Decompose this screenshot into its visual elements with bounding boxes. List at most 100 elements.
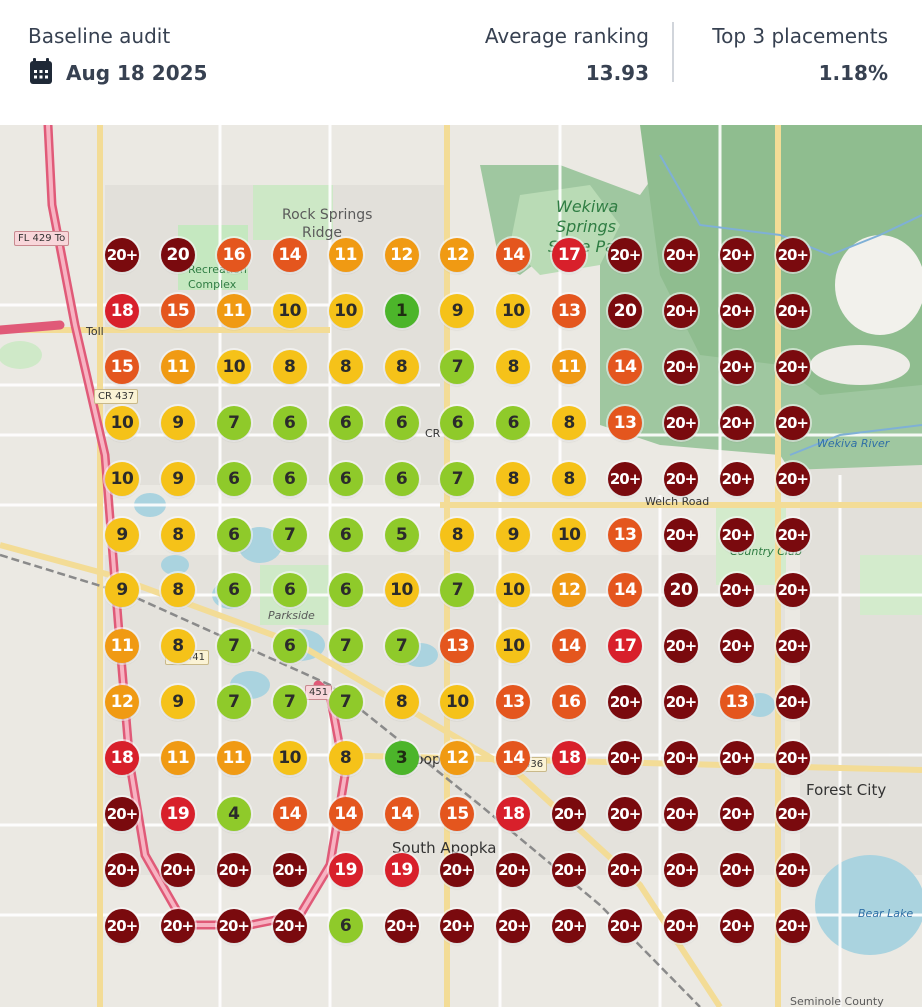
ranking-pin[interactable]: 20+ (608, 685, 643, 720)
ranking-pin[interactable]: 7 (384, 629, 419, 664)
ranking-pin[interactable]: 20+ (440, 852, 475, 887)
ranking-pin[interactable]: 20+ (719, 908, 754, 943)
ranking-pin[interactable]: 20+ (105, 908, 139, 943)
ranking-pin[interactable]: 20+ (664, 349, 698, 384)
ranking-pin[interactable]: 20+ (775, 293, 810, 328)
ranking-pin[interactable]: 11 (216, 741, 251, 776)
ranking-pin[interactable]: 20+ (664, 741, 698, 776)
ranking-pin[interactable]: 14 (272, 238, 307, 272)
ranking-pin[interactable]: 3 (384, 741, 419, 776)
ranking-pin[interactable]: 20+ (775, 685, 810, 720)
ranking-pin[interactable]: 20+ (552, 797, 587, 831)
ranking-pin[interactable]: 20+ (608, 238, 643, 272)
ranking-pin[interactable]: 19 (160, 797, 195, 831)
ranking-pin[interactable]: 6 (384, 461, 419, 496)
ranking-pin[interactable]: 6 (272, 405, 307, 440)
ranking-pin[interactable]: 10 (440, 685, 475, 720)
ranking-pin[interactable]: 8 (496, 349, 531, 384)
ranking-pin[interactable]: 12 (440, 741, 475, 776)
ranking-pin[interactable]: 20+ (105, 797, 139, 831)
ranking-pin[interactable]: 20+ (664, 908, 698, 943)
ranking-pin[interactable]: 20+ (216, 908, 251, 943)
ranking-pin[interactable]: 8 (328, 349, 363, 384)
ranking-pin[interactable]: 15 (440, 797, 475, 831)
ranking-pin[interactable]: 20+ (775, 349, 810, 384)
ranking-pin[interactable]: 9 (440, 293, 475, 328)
ranking-pin[interactable]: 20+ (775, 797, 810, 831)
ranking-pin[interactable]: 11 (160, 741, 195, 776)
ranking-pin[interactable]: 20 (160, 238, 195, 272)
ranking-pin[interactable]: 11 (160, 349, 195, 384)
ranking-pin[interactable]: 20+ (105, 852, 139, 887)
ranking-pin[interactable]: 20+ (160, 852, 195, 887)
ranking-pin[interactable]: 15 (105, 349, 139, 384)
ranking-pin[interactable]: 8 (384, 685, 419, 720)
ranking-pin[interactable]: 6 (328, 908, 363, 943)
ranking-pin[interactable]: 13 (608, 405, 643, 440)
ranking-pin[interactable]: 6 (216, 517, 251, 552)
ranking-pin[interactable]: 9 (105, 573, 139, 608)
ranking-pin[interactable]: 8 (552, 461, 587, 496)
ranking-pin[interactable]: 20+ (552, 908, 587, 943)
ranking-pin[interactable]: 10 (105, 405, 139, 440)
ranking-pin[interactable]: 20+ (775, 852, 810, 887)
ranking-pin[interactable]: 7 (272, 685, 307, 720)
ranking-pin[interactable]: 19 (328, 852, 363, 887)
ranking-pin[interactable]: 14 (384, 797, 419, 831)
ranking-pin[interactable]: 20+ (608, 461, 643, 496)
ranking-pin[interactable]: 7 (440, 349, 475, 384)
ranking-pin[interactable]: 20+ (775, 908, 810, 943)
ranking-pin[interactable]: 20+ (160, 908, 195, 943)
ranking-pin[interactable]: 10 (328, 293, 363, 328)
ranking-pin[interactable]: 18 (105, 293, 139, 328)
ranking-pin[interactable]: 9 (160, 461, 195, 496)
ranking-pin[interactable]: 10 (552, 517, 587, 552)
ranking-pin[interactable]: 13 (719, 685, 754, 720)
ranking-pin[interactable]: 20+ (664, 629, 698, 664)
ranking-pin[interactable]: 8 (160, 573, 195, 608)
ranking-pin[interactable]: 10 (216, 349, 251, 384)
ranking-pin[interactable]: 14 (496, 238, 531, 272)
ranking-pin[interactable]: 8 (440, 517, 475, 552)
ranking-pin[interactable]: 9 (160, 405, 195, 440)
ranking-pin[interactable]: 9 (160, 685, 195, 720)
ranking-pin[interactable]: 4 (216, 797, 251, 831)
ranking-pin[interactable]: 20+ (216, 852, 251, 887)
ranking-pin[interactable]: 20+ (664, 685, 698, 720)
ranking-pin[interactable]: 18 (552, 741, 587, 776)
ranking-pin[interactable]: 7 (328, 685, 363, 720)
ranking-pin[interactable]: 20+ (719, 461, 754, 496)
ranking-pin[interactable]: 20+ (608, 741, 643, 776)
ranking-pin[interactable]: 20+ (384, 908, 419, 943)
ranking-pin[interactable]: 5 (384, 517, 419, 552)
ranking-pin[interactable]: 6 (328, 405, 363, 440)
ranking-map[interactable]: Rock Springs Ridge Wekiwa Springs State … (0, 125, 922, 1007)
ranking-pin[interactable]: 14 (272, 797, 307, 831)
ranking-pin[interactable]: 20+ (664, 461, 698, 496)
ranking-pin[interactable]: 20+ (664, 517, 698, 552)
ranking-pin[interactable]: 20 (664, 573, 698, 608)
ranking-pin[interactable]: 9 (496, 517, 531, 552)
ranking-pin[interactable]: 6 (272, 629, 307, 664)
ranking-pin[interactable]: 14 (552, 629, 587, 664)
ranking-pin[interactable]: 10 (384, 573, 419, 608)
ranking-pin[interactable]: 7 (328, 629, 363, 664)
ranking-pin[interactable]: 20+ (719, 797, 754, 831)
ranking-pin[interactable]: 6 (496, 405, 531, 440)
ranking-pin[interactable]: 20+ (552, 852, 587, 887)
ranking-pin[interactable]: 7 (216, 405, 251, 440)
ranking-pin[interactable]: 8 (160, 629, 195, 664)
ranking-pin[interactable]: 20+ (719, 517, 754, 552)
ranking-pin[interactable]: 10 (272, 293, 307, 328)
ranking-pin[interactable]: 13 (440, 629, 475, 664)
ranking-pin[interactable]: 20+ (272, 908, 307, 943)
ranking-pin[interactable]: 13 (496, 685, 531, 720)
ranking-pin[interactable]: 20+ (775, 517, 810, 552)
ranking-pin[interactable]: 11 (105, 629, 139, 664)
ranking-pin[interactable]: 19 (384, 852, 419, 887)
ranking-pin[interactable]: 8 (552, 405, 587, 440)
ranking-pin[interactable]: 20+ (440, 908, 475, 943)
ranking-pin[interactable]: 20+ (775, 629, 810, 664)
ranking-pin[interactable]: 20+ (664, 293, 698, 328)
ranking-pin[interactable]: 14 (328, 797, 363, 831)
